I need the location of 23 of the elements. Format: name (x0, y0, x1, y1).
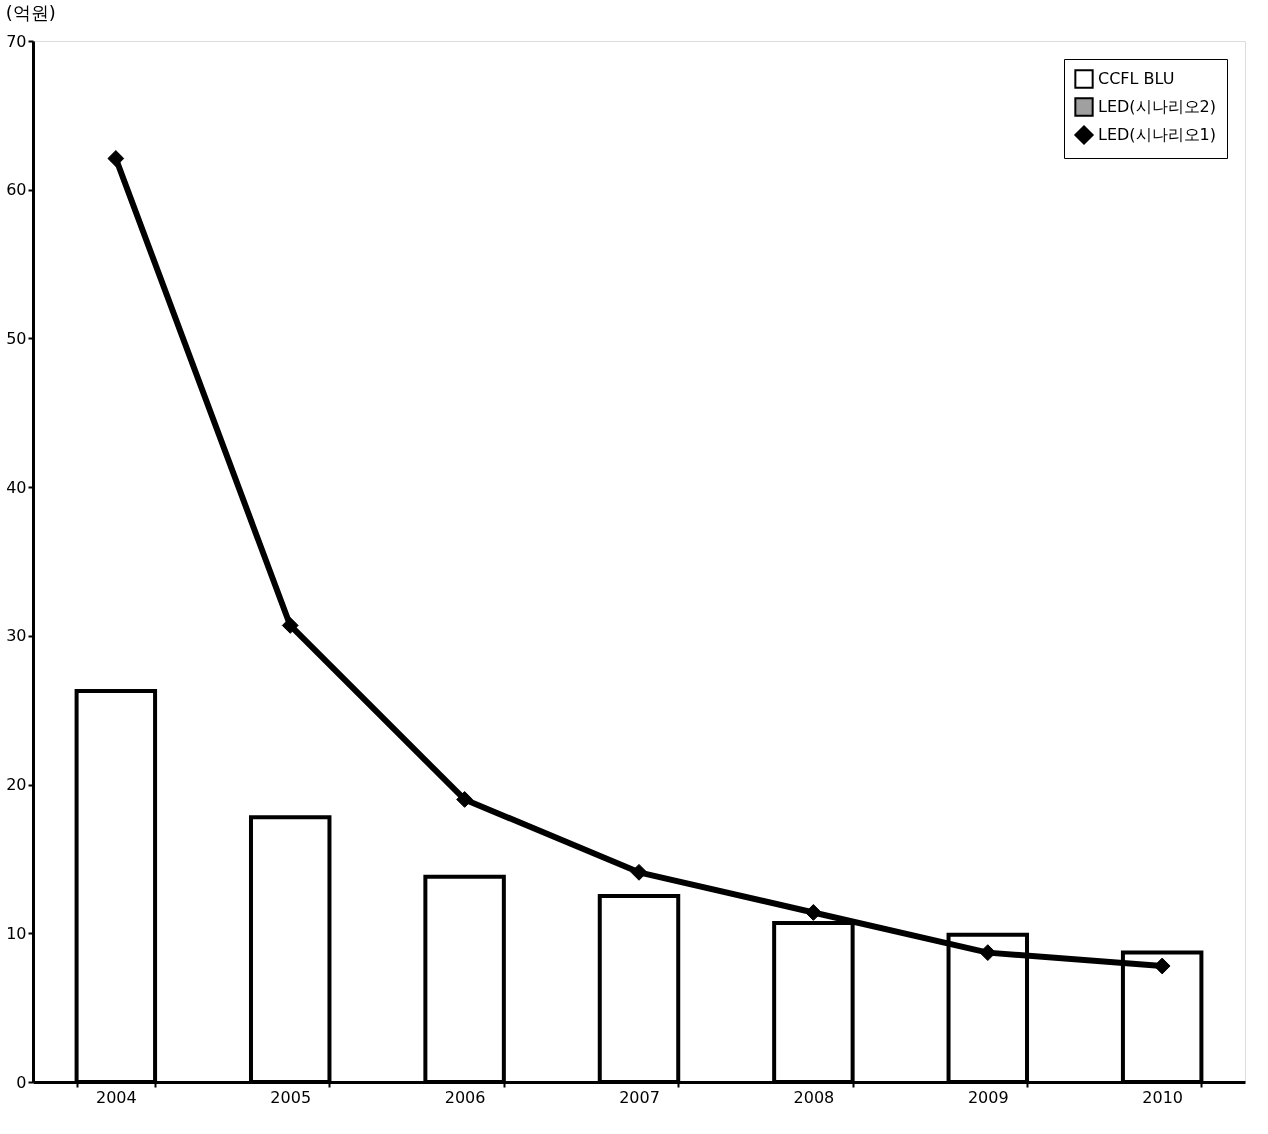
point (281, 617, 299, 634)
legend-label: LED(시나리오1) (1098, 125, 1217, 144)
x-tick-label: 2005 (270, 1087, 312, 1107)
y-tick-label: 60 (6, 180, 27, 200)
x-tick-label: 2007 (619, 1087, 660, 1107)
x-tick-label: 2006 (444, 1087, 486, 1107)
y-tick-label: 30 (6, 626, 27, 646)
x-tick-label: 2008 (793, 1087, 835, 1107)
y-tick-label: 20 (6, 775, 27, 795)
point (456, 791, 474, 808)
legend-label: LED(시나리오2) (1098, 97, 1217, 116)
x-tick-label: 2004 (95, 1087, 137, 1107)
y-tick-label: 40 (6, 477, 27, 497)
y-tick-label: 10 (6, 923, 27, 943)
x-tick-label: 2009 (967, 1087, 1009, 1107)
y-axis-title: (억원) (5, 2, 56, 23)
x-tick-label: 2010 (1142, 1087, 1184, 1107)
y-tick-label: 0 (16, 1072, 27, 1092)
point (107, 150, 125, 167)
legend-label: CCFL BLU (1098, 69, 1175, 88)
y-tick-label: 70 (6, 31, 27, 51)
point (630, 863, 648, 881)
y-tick-label: 50 (6, 328, 27, 348)
